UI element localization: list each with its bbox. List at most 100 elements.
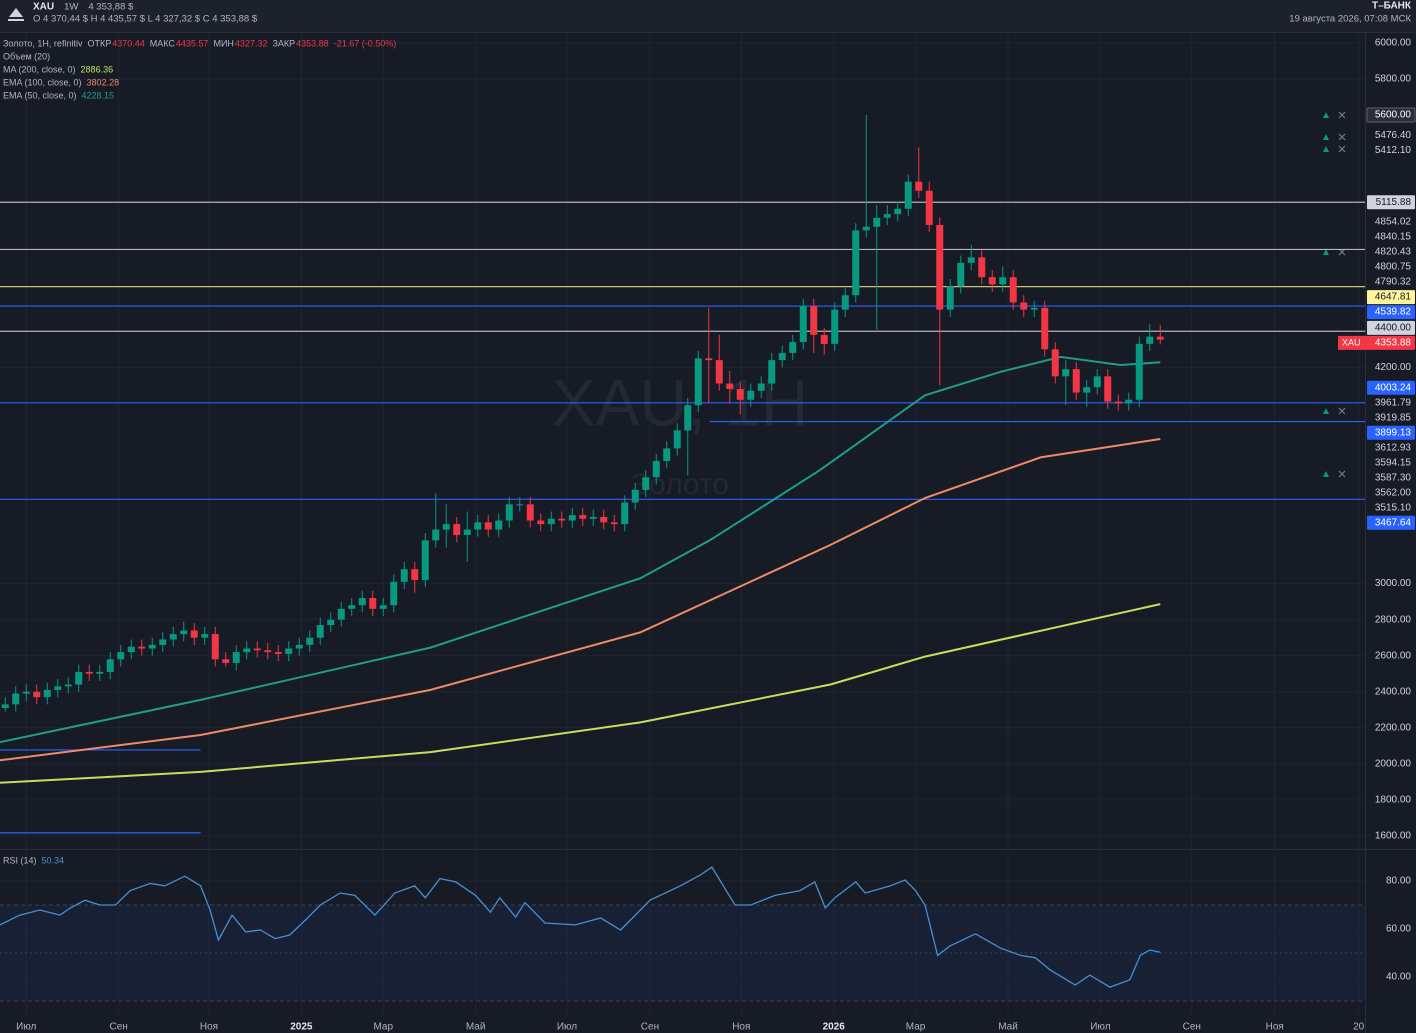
candle-body xyxy=(180,630,188,635)
candle-body xyxy=(999,277,1007,285)
price-label: 3899.13 xyxy=(1375,427,1412,438)
legend-title: Золото, 1H, refinitiv xyxy=(3,38,83,48)
candle-body xyxy=(705,358,713,361)
header-price: 4 353,88 $ xyxy=(88,2,134,13)
change: -21.67 (-0.50%) xyxy=(334,38,397,48)
candle-body xyxy=(1020,302,1028,310)
candle-body xyxy=(117,652,125,660)
candle-body xyxy=(1114,401,1122,404)
candle-body xyxy=(831,309,839,344)
indicator-value: 3802.28 xyxy=(87,77,120,87)
last-price-box xyxy=(1338,335,1415,350)
candle-body xyxy=(526,504,534,521)
candle-body xyxy=(600,516,608,523)
x-tick-label: 2025 xyxy=(290,1022,313,1033)
price-label-box xyxy=(1367,305,1415,320)
price-label: 3587.30 xyxy=(1375,472,1412,483)
candle-body xyxy=(516,504,524,506)
ma-line xyxy=(0,355,1161,744)
logo-icon xyxy=(8,8,24,21)
candle-body xyxy=(1093,376,1101,388)
rsi-value: 50.34 xyxy=(42,855,65,865)
candle-body xyxy=(862,226,870,231)
candle-body xyxy=(589,516,597,519)
indicator-name: MA (200, close, 0) xyxy=(3,64,76,74)
candle-body xyxy=(369,598,377,609)
y-tick-label: 1800.00 xyxy=(1375,795,1412,806)
indicator-name: EMA (50, close, 0) xyxy=(3,90,77,100)
ohlc-value: 4327.32 xyxy=(235,38,268,48)
price-label: 4854.02 xyxy=(1375,217,1412,228)
candle-body xyxy=(663,448,671,462)
x-tick-label: Сен xyxy=(109,1022,127,1033)
volume-label: Объем (20) xyxy=(3,51,50,61)
candle-body xyxy=(421,540,429,580)
x-tick-label: Сен xyxy=(1183,1022,1201,1033)
price-label: 3961.79 xyxy=(1375,397,1412,408)
x-tick-label: Сен xyxy=(641,1022,659,1033)
candle-body xyxy=(358,598,366,606)
candle-body xyxy=(799,306,807,343)
candle-body xyxy=(1051,349,1059,377)
ohlc-label: МАКС xyxy=(150,38,176,48)
candle-body xyxy=(873,217,881,227)
symbol: XAU xyxy=(33,2,54,13)
candle-body xyxy=(726,383,734,389)
indicator-value: 2886.36 xyxy=(81,64,114,74)
candle-body xyxy=(694,358,702,406)
candle-body xyxy=(411,569,419,580)
brand: Т–БАНК xyxy=(1372,1,1412,12)
price-label: 5476.40 xyxy=(1375,130,1412,141)
candle-body xyxy=(222,659,230,663)
y-tick-label: 2400.00 xyxy=(1375,686,1412,697)
price-label: 3612.93 xyxy=(1375,442,1412,453)
x-tick-label: Мар xyxy=(906,1022,926,1033)
x-tick-label: 2026 xyxy=(823,1022,846,1033)
candle-body xyxy=(337,608,345,620)
candle-body xyxy=(106,659,114,672)
price-label: 4820.43 xyxy=(1375,247,1412,258)
candle-body xyxy=(631,489,639,503)
candle-body xyxy=(925,190,933,225)
candle-body xyxy=(841,295,849,310)
price-label: 3594.15 xyxy=(1375,457,1412,468)
ma-line xyxy=(0,438,1161,762)
candle-body xyxy=(988,277,996,285)
candle-body xyxy=(484,522,492,530)
price-label: 5600.00 xyxy=(1375,110,1412,121)
ohlc-value: 4370.44 xyxy=(112,38,145,48)
candle-body xyxy=(1156,336,1164,340)
candle-body xyxy=(169,634,177,640)
rsi-band xyxy=(0,905,1365,1002)
candle-body xyxy=(390,581,398,606)
candle-body xyxy=(936,224,944,310)
candle-body xyxy=(883,214,891,218)
x-tick-label: Ноя xyxy=(200,1022,218,1033)
datetime: 19 августа 2026, 07:08 МСК xyxy=(1289,14,1411,25)
candle-body xyxy=(306,637,314,645)
candle-body xyxy=(463,529,471,535)
candle-body xyxy=(715,360,723,384)
y-tick-label: 2200.00 xyxy=(1375,722,1412,733)
price-label: 3467.64 xyxy=(1375,517,1412,528)
candle-body xyxy=(652,461,660,478)
candle-body xyxy=(253,648,261,651)
candle-body xyxy=(453,524,461,535)
candle-body xyxy=(127,646,135,653)
candle-body xyxy=(1030,307,1038,310)
candle-body xyxy=(232,652,240,663)
alert-close xyxy=(1338,111,1346,478)
candle-body xyxy=(54,686,62,690)
candle-body xyxy=(978,257,986,278)
candle-body xyxy=(673,430,681,449)
candle-body xyxy=(33,691,41,698)
price-label-box xyxy=(1367,380,1415,395)
candle-body xyxy=(96,671,104,674)
price-label: 5412.10 xyxy=(1375,145,1412,156)
rsi-line xyxy=(0,866,1161,988)
price-label: 3919.85 xyxy=(1375,412,1412,423)
y-tick-label: 2600.00 xyxy=(1375,650,1412,661)
candle-body xyxy=(190,630,198,638)
price-label: 4647.81 xyxy=(1375,292,1412,303)
